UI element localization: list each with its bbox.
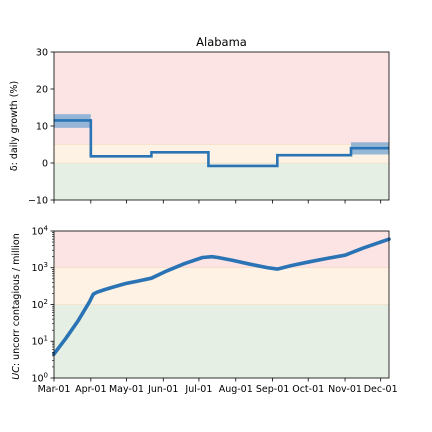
y-tick-exponent: 1 (44, 335, 48, 343)
growth-step-line (54, 119, 389, 168)
y-tick-label: 0 (42, 158, 48, 169)
zone-low (54, 163, 389, 200)
contagious-line (52, 237, 391, 356)
y-tick-label: 104 (31, 224, 48, 237)
y-tick-base: 10 (31, 300, 43, 311)
y-tick-exponent: 0 (44, 371, 48, 379)
y-tick-exponent: 2 (44, 298, 48, 306)
y-tick-base: 10 (31, 226, 43, 237)
growth-rate-panel: −10 0 10 20 30 Alabama δ: daily growth (%) (9, 35, 390, 206)
zone-medium (54, 144, 389, 163)
y-tick-label: −10 (28, 195, 48, 206)
x-tick-label: Mar-01 (38, 384, 71, 395)
y-tick-base: 10 (31, 263, 43, 274)
y-tick-exponent: 4 (44, 224, 49, 232)
zone-high (54, 231, 389, 268)
zone-medium (54, 267, 389, 305)
y-tick-label: 10 (36, 121, 48, 132)
y-axis-label-symbol: UC (11, 366, 22, 380)
zone-low (54, 304, 389, 378)
x-tick-label: Sep-01 (256, 384, 289, 395)
x-tick-label: Oct-01 (292, 384, 324, 395)
x-tick-label: Dec-01 (364, 384, 398, 395)
y-tick-label: 100 (31, 371, 48, 384)
y-axis-label: δ: daily growth (%) (9, 81, 20, 171)
y-tick-exponent: 3 (44, 261, 48, 269)
y-tick-label: 103 (31, 261, 48, 274)
y-tick-label: 20 (36, 84, 48, 95)
y-axis-label: UC: uncorr contagious / million (11, 233, 22, 380)
chart-title: Alabama (196, 35, 247, 49)
y-axis-label-text: : uncorr contagious / million (11, 233, 22, 366)
y-tick-label: 101 (31, 335, 48, 348)
x-tick-label: Apr-01 (75, 384, 106, 395)
x-tick-label: May-01 (109, 384, 144, 395)
x-tick-label: Aug-01 (219, 384, 253, 395)
zone-high (54, 52, 389, 145)
x-tick-label: Jun-01 (147, 384, 178, 395)
y-tick-base: 10 (31, 373, 43, 384)
x-tick-label: Jul-01 (184, 384, 212, 395)
y-tick-label: 102 (31, 298, 48, 311)
y-tick-base: 10 (31, 337, 43, 348)
y-tick-label: 30 (36, 47, 48, 58)
x-tick-label: Nov-01 (328, 384, 362, 395)
